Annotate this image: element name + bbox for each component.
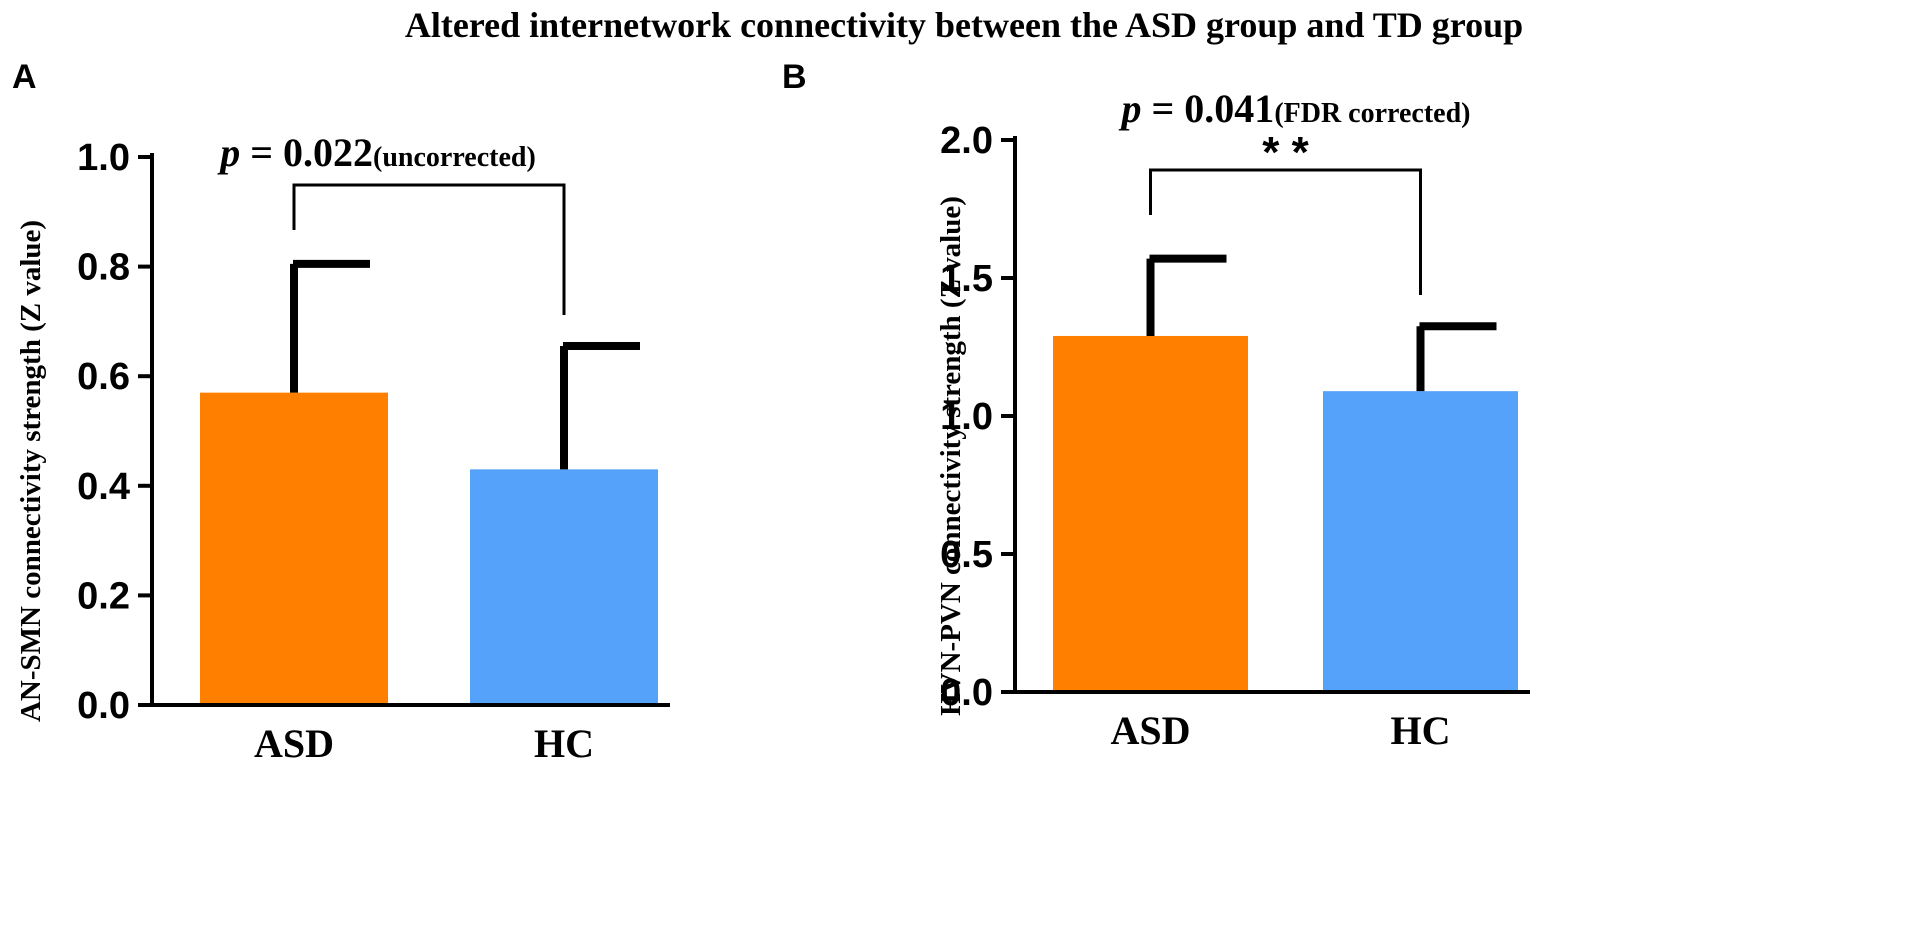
panel-a-ytick-label: 1.0 (77, 137, 130, 179)
panel-a-ytick-label: 0.2 (77, 575, 130, 617)
panel-a-category-label: ASD (254, 721, 334, 766)
panel-b-ytick-label: 1.0 (940, 396, 993, 438)
panel-a-ytick-label: 0.6 (77, 356, 130, 398)
panel-a-ytick-label: 0.8 (77, 247, 130, 289)
panel-a-p-value: p = 0.022(uncorrected) (217, 130, 536, 175)
panel-a-ytick-label: 0.0 (77, 685, 130, 727)
panel-a-ytick-label: 0.4 (77, 466, 130, 508)
panel-b-p-value: p = 0.041(FDR corrected) (1119, 86, 1471, 131)
panel-a-significance-bracket (292, 183, 566, 315)
panel-a-y-axis-label: AN-SMN connectivity strength (Z value) (15, 220, 47, 722)
panel-a-bar-asd (200, 392, 388, 705)
figure-title: Altered internetwork connectivity betwee… (404, 5, 1524, 45)
panel-b-y-axis-label: HVN-PVN connectivity strength (Z value) (935, 196, 967, 716)
panel-b-significance-stars: * * (1262, 128, 1309, 177)
panel-letter-a: A (12, 58, 37, 96)
panel-b-category-label: ASD (1110, 708, 1190, 753)
panel-b-bar-hc (1323, 391, 1518, 692)
panel-letter-b: B (782, 58, 807, 96)
panel-b-ytick-label: 0.0 (940, 672, 993, 714)
panel-b-bar-asd (1053, 335, 1248, 692)
panel-b-ytick-label: 0.5 (940, 534, 993, 576)
panel-b-significance-bracket (1149, 168, 1422, 295)
panel-a-bar-hc (470, 469, 658, 705)
panel-b-ytick-label: 2.0 (940, 120, 993, 162)
panel-b-category-label: HC (1391, 708, 1451, 753)
panel-b-ytick-label: 1.5 (940, 258, 993, 300)
panel-a-category-label: HC (534, 721, 594, 766)
